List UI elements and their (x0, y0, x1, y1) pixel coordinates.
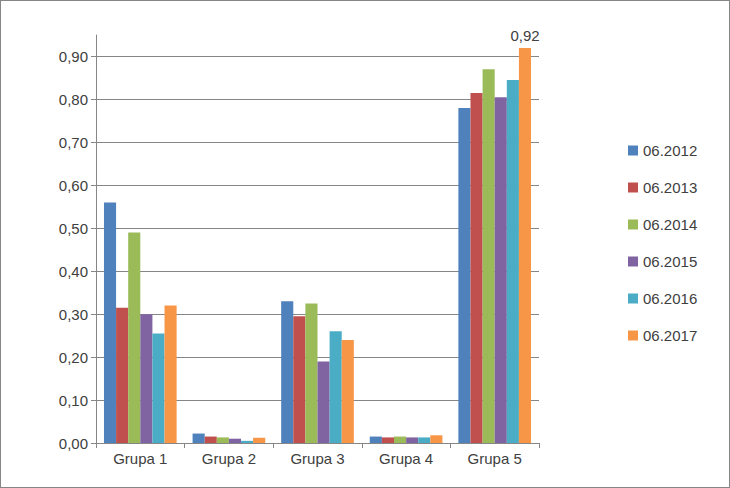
svg-text:06.2016: 06.2016 (643, 290, 697, 307)
svg-text:06.2013: 06.2013 (643, 179, 697, 196)
svg-text:Grupa 5: Grupa 5 (468, 450, 522, 467)
svg-text:0,80: 0,80 (59, 91, 88, 108)
svg-text:0,50: 0,50 (59, 220, 88, 237)
svg-text:0,40: 0,40 (59, 263, 88, 280)
svg-text:06.2017: 06.2017 (643, 327, 697, 344)
svg-text:0,92: 0,92 (510, 27, 539, 44)
svg-text:0,20: 0,20 (59, 349, 88, 366)
svg-text:Grupa 1: Grupa 1 (113, 450, 167, 467)
svg-text:Grupa 3: Grupa 3 (290, 450, 344, 467)
svg-text:06.2012: 06.2012 (643, 142, 697, 159)
svg-text:0,10: 0,10 (59, 392, 88, 409)
svg-text:0,70: 0,70 (59, 134, 88, 151)
svg-text:06.2015: 06.2015 (643, 253, 697, 270)
svg-text:0,00: 0,00 (59, 435, 88, 452)
svg-text:Grupa 4: Grupa 4 (379, 450, 433, 467)
svg-text:0,30: 0,30 (59, 306, 88, 323)
svg-text:0,60: 0,60 (59, 177, 88, 194)
svg-text:0,90: 0,90 (59, 48, 88, 65)
svg-text:Grupa 2: Grupa 2 (202, 450, 256, 467)
svg-text:06.2014: 06.2014 (643, 216, 697, 233)
